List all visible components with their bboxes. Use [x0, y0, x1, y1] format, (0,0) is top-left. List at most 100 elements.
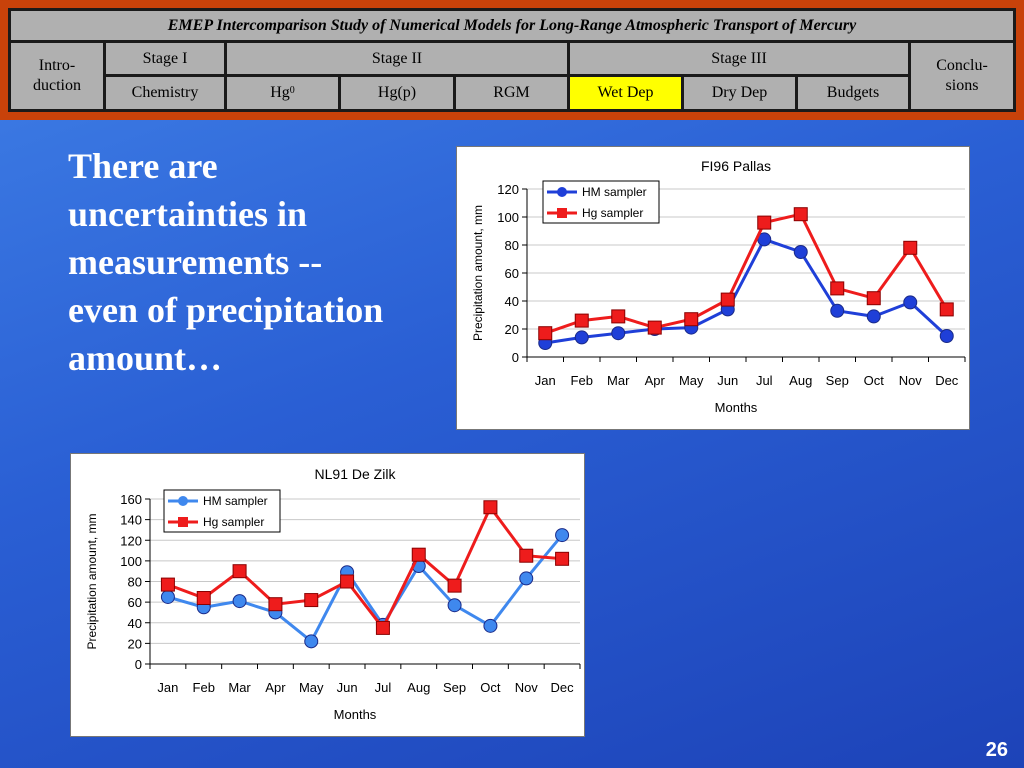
x-tick-label: Jul [375, 680, 392, 695]
nav-hgp[interactable]: Hg(p) [341, 77, 453, 109]
hm-sampler-point [447, 598, 462, 613]
hm-sampler-point [232, 594, 247, 609]
x-tick-label: Sep [826, 373, 849, 388]
y-tick-label: 20 [505, 322, 519, 337]
hg-sampler-point [555, 551, 570, 566]
nav-conclusions-line1: Conclu- [936, 57, 988, 74]
nav-stage-1[interactable]: Stage I [106, 43, 224, 74]
nav-rgm[interactable]: RGM [456, 77, 567, 109]
slide-body-text: There are uncertainties in measurements … [68, 146, 384, 378]
x-tick-label: Feb [571, 373, 593, 388]
legend-label: Hg sampler [582, 206, 643, 220]
y-tick-label: 40 [128, 616, 142, 631]
nav-chemistry[interactable]: Chemistry [106, 77, 224, 109]
hg-sampler-point [411, 547, 426, 562]
y-tick-label: 120 [120, 533, 142, 548]
x-tick-label: Jan [535, 373, 556, 388]
hg-sampler-point [196, 591, 211, 605]
nav-wet-dep[interactable]: Wet Dep [570, 77, 681, 109]
x-tick-label: Jun [717, 373, 738, 388]
nav-hg0-base: Hg [270, 84, 290, 101]
nav-stage-3[interactable]: Stage III [570, 43, 908, 74]
hg-sampler-point [160, 577, 175, 592]
y-tick-label: 40 [505, 294, 519, 309]
hg-sampler-point [483, 500, 498, 515]
y-tick-label: 100 [497, 210, 519, 225]
series-line-hm-sampler [167, 534, 564, 644]
hm-sampler-point [555, 528, 570, 543]
x-tick-label: Dec [935, 373, 959, 388]
legend-marker-square [557, 208, 567, 218]
hg-sampler-point [757, 215, 772, 230]
chart-title: NL91 De Zilk [315, 466, 397, 482]
hm-sampler-point [574, 330, 589, 345]
y-tick-label: 0 [135, 657, 142, 672]
y-axis-label: Precipitation amount, mm [85, 513, 99, 649]
hm-sampler-point [304, 634, 319, 649]
page-number: 26 [985, 739, 1008, 761]
x-tick-label: Nov [899, 373, 923, 388]
y-tick-label: 60 [505, 266, 519, 281]
hm-sampler-point [483, 618, 498, 633]
hm-sampler-point [611, 326, 626, 341]
series-line-hm-sampler [545, 237, 948, 345]
hm-sampler-point [939, 329, 954, 343]
nav-introduction-line2: duction [33, 77, 81, 94]
x-tick-label: Sep [443, 680, 466, 695]
hg-sampler-point [574, 313, 589, 328]
hm-sampler-point [160, 589, 175, 604]
nav-conclusions[interactable]: Conclu- sions [911, 43, 1013, 109]
x-tick-label: Aug [789, 373, 812, 388]
nav-introduction[interactable]: Intro- duction [11, 43, 103, 109]
x-tick-label: Dec [551, 680, 575, 695]
hg-sampler-point [903, 240, 918, 255]
y-tick-label: 120 [497, 182, 519, 197]
x-tick-label: Feb [193, 680, 215, 695]
legend-label: HM sampler [582, 185, 647, 199]
x-tick-label: May [679, 373, 704, 388]
hg-sampler-point [519, 548, 534, 563]
chart-pallas-svg: 0 20 40 60 80 100 120 Jan Feb Mar Apr May Jun Jul Aug S… [471, 158, 966, 415]
hg-sampler-point [268, 597, 283, 612]
nav-hg0-sup: 0 [289, 85, 295, 96]
y-tick-label: 80 [505, 238, 519, 253]
y-tick-label: 0 [512, 350, 519, 365]
hg-sampler-point [538, 326, 553, 341]
hg-sampler-point [340, 574, 355, 589]
hg-sampler-point [866, 291, 881, 306]
y-axis-label: Precipitation amount, mm [471, 205, 485, 341]
legend-marker-square [178, 517, 188, 527]
x-tick-label: Jul [756, 373, 773, 388]
chart-pallas: 0 20 40 60 80 100 120 Jan Feb Mar Apr May Jun Jul Aug S… [456, 146, 970, 430]
presentation-title: EMEP Intercomparison Study of Numerical … [11, 11, 1013, 40]
y-tick-label: 140 [120, 513, 142, 528]
legend-label: Hg sampler [203, 515, 264, 529]
hm-sampler-point [866, 309, 881, 324]
y-tick-label: 80 [128, 575, 142, 590]
x-axis-label: Months [334, 707, 377, 722]
hg-sampler-point [375, 620, 390, 635]
y-tick-label: 60 [128, 595, 142, 610]
hg-sampler-point [793, 207, 808, 222]
chart-de-zilk-svg: 0 20 40 60 80 100 120 140 160 Jan Feb Mar Apr May Jun J… [85, 466, 581, 722]
hg-sampler-point [447, 578, 462, 593]
hm-sampler-point [519, 571, 534, 586]
x-tick-label: Oct [864, 373, 885, 388]
hm-sampler-point [830, 303, 845, 318]
nav-budgets[interactable]: Budgets [798, 77, 908, 109]
chart-title: FI96 Pallas [701, 158, 771, 174]
x-tick-label: Mar [607, 373, 630, 388]
chart-de-zilk: 0 20 40 60 80 100 120 140 160 Jan Feb Mar Apr May Jun J… [70, 453, 585, 737]
x-tick-label: Jan [157, 680, 178, 695]
legend-label: HM sampler [203, 494, 268, 508]
legend-marker-circle [557, 187, 567, 197]
hg-sampler-point [232, 564, 247, 579]
nav-stage-2[interactable]: Stage II [227, 43, 567, 74]
nav-hg0[interactable]: Hg 0 [227, 77, 338, 109]
hg-sampler-point [684, 312, 699, 327]
nav-dry-dep[interactable]: Dry Dep [684, 77, 795, 109]
navigation-table: EMEP Intercomparison Study of Numerical … [8, 8, 1016, 112]
hg-sampler-point [611, 309, 626, 324]
y-tick-label: 20 [128, 636, 142, 651]
hg-sampler-point [647, 320, 662, 335]
